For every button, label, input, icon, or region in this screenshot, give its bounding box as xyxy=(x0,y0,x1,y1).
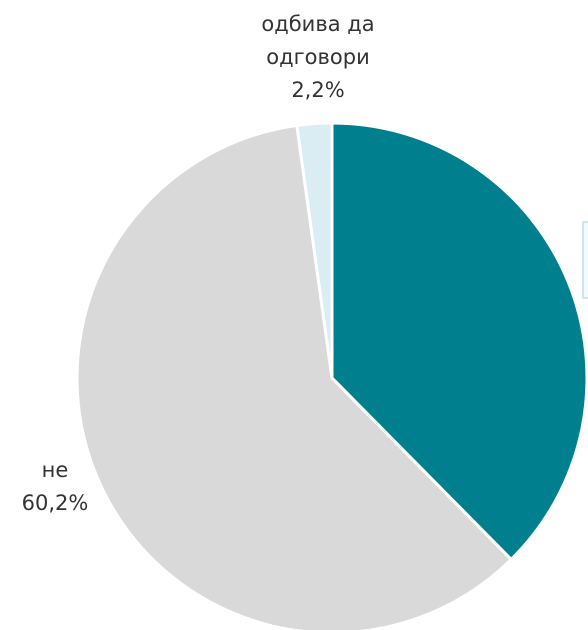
pie-slice xyxy=(75,123,513,630)
slice-value: 60,2% xyxy=(21,491,89,515)
slice-label: не 60,2% xyxy=(0,454,120,520)
clipped-label-box xyxy=(582,221,588,299)
slice-name: не xyxy=(41,458,69,482)
slice-value: 2,2% xyxy=(291,78,345,102)
pie-slice xyxy=(330,121,588,561)
slice-label: одбива да одговори 2,2% xyxy=(238,8,398,107)
pie-slice xyxy=(295,121,334,380)
slice-name: одбива да одговори xyxy=(261,12,375,69)
